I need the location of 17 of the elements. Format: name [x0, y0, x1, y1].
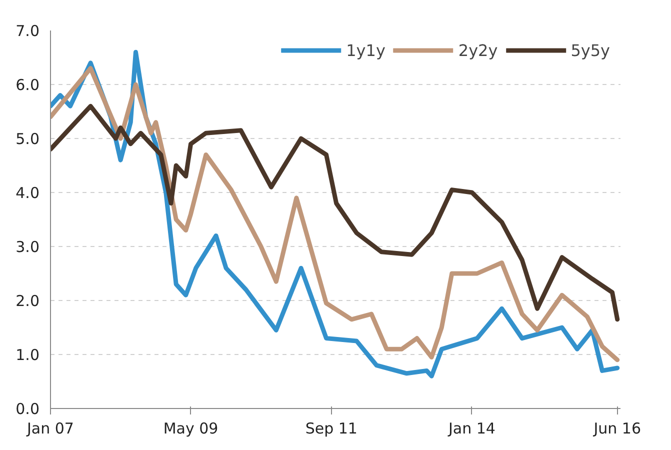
- y-tick-label: 7.0: [16, 22, 40, 40]
- x-tick-label: Sep 11: [305, 420, 358, 438]
- x-tick-label: May 09: [163, 420, 218, 438]
- legend-label: 2y2y: [458, 40, 498, 60]
- legend-label: 1y1y: [346, 40, 386, 60]
- x-tick-label: Jun 16: [592, 420, 642, 438]
- y-tick-label: 2.0: [16, 292, 40, 310]
- legend-label: 5y5y: [570, 40, 610, 60]
- y-tick-label: 0.0: [16, 400, 40, 418]
- y-tick-label: 3.0: [16, 238, 40, 256]
- y-tick-label: 4.0: [16, 184, 40, 202]
- x-tick-label: Jan 14: [447, 420, 496, 438]
- x-tick-label: Jan 07: [26, 420, 74, 438]
- y-tick-label: 1.0: [16, 346, 40, 364]
- y-tick-label: 6.0: [16, 76, 40, 94]
- line-series: [50, 104, 620, 322]
- y-tick-label: 5.0: [16, 130, 40, 148]
